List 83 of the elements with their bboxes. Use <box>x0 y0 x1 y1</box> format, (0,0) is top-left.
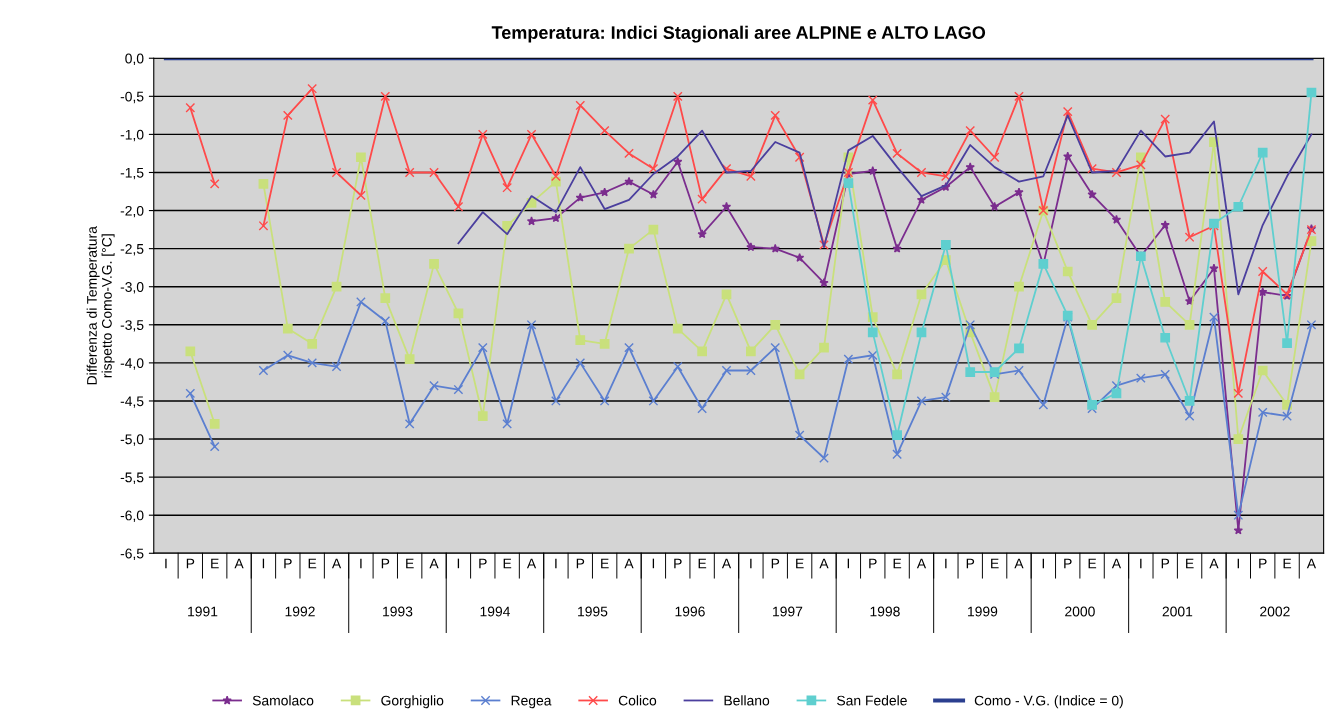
y-tick-label: -2,0 <box>120 205 144 218</box>
x-tick-label: I <box>847 558 850 569</box>
x-tick-label: E <box>1088 558 1097 569</box>
text: 1993 <box>383 606 413 617</box>
x-tick-label: E <box>1283 558 1292 569</box>
legend-label: Colico <box>618 695 657 706</box>
x-tick-label: A <box>624 558 634 569</box>
x-tick-label: I <box>652 558 655 569</box>
y-tick-label: -3,5 <box>120 320 144 332</box>
y-tick-label: -1,5 <box>120 167 144 180</box>
x-tick-label: E <box>211 558 219 569</box>
y-tick-label: -5,0 <box>120 434 144 446</box>
y-tick-label: -4,0 <box>120 358 144 370</box>
x-tick-label: P <box>869 558 877 569</box>
y-tick-label: -2,5 <box>120 243 144 256</box>
y-tick-label: -6,5 <box>120 548 144 561</box>
text: 1996 <box>675 606 705 617</box>
text: 2002 <box>1260 606 1290 617</box>
x-tick-label: I <box>1140 558 1142 569</box>
legend-label: Bellano <box>724 695 770 706</box>
legend-label: Regea <box>511 695 552 709</box>
x-tick-label: I <box>360 558 362 569</box>
text: 1999 <box>968 606 998 617</box>
x-tick-label: P <box>966 558 975 569</box>
text: 1995 <box>578 606 608 617</box>
x-tick-label: E <box>1186 558 1194 569</box>
x-tick-label: P <box>1161 558 1170 569</box>
x-tick-label: A <box>429 558 439 569</box>
y-tick-label: -4,5 <box>120 396 144 408</box>
x-tick-label: E <box>991 558 999 569</box>
x-tick-label: I <box>1237 558 1239 569</box>
x-tick-label: I <box>262 558 265 569</box>
x-tick-label: I <box>750 558 752 569</box>
y-axis-title: Differenza di Temperatura rispetto Como-V.G. [°C] <box>86 226 115 385</box>
x-tick-label: I <box>165 558 167 569</box>
x-tick-label: E <box>601 558 609 569</box>
x-tick-label: P <box>284 558 292 569</box>
y-tick-label: -6,0 <box>120 510 144 523</box>
x-tick-label: A <box>1306 558 1317 569</box>
x-tick-label: I <box>555 558 557 569</box>
chart-title: Temperatura: Indici Stagionali aree ALPINE e ALTO LAGO <box>491 25 986 43</box>
text: 1991 <box>188 606 218 617</box>
x-tick-label: I <box>945 558 947 569</box>
text: 1997 <box>773 606 803 617</box>
legend-label: Samolaco <box>252 695 314 706</box>
legend-label: Gorghiglio <box>381 695 444 709</box>
x-tick-label: P <box>771 558 780 569</box>
x-tick-label: A <box>721 558 732 569</box>
x-tick-label: P <box>674 558 682 569</box>
x-tick-label: A <box>1014 558 1024 569</box>
x-tick-label: P <box>1259 558 1267 569</box>
x-tick-label: E <box>698 558 707 569</box>
y-tick-label: 0,0 <box>125 53 144 66</box>
legend-label: Como - V.G. (Indice = 0) <box>974 695 1123 709</box>
x-tick-label: A <box>819 558 829 569</box>
x-tick-label: E <box>893 558 902 569</box>
x-tick-label: P <box>1064 558 1072 569</box>
text: 1994 <box>480 606 511 617</box>
x-tick-label: A <box>526 558 537 569</box>
y-tick-label: -1,0 <box>120 129 144 142</box>
y-tick-label: -0,5 <box>120 91 144 104</box>
x-tick-label: I <box>1042 558 1044 569</box>
y-tick-label: -3,0 <box>120 282 144 294</box>
x-tick-label: E <box>503 558 512 569</box>
text: 2000 <box>1065 606 1095 617</box>
x-tick-label: E <box>796 558 804 569</box>
x-tick-label: P <box>381 558 390 569</box>
x-tick-label: E <box>406 558 414 569</box>
x-tick-label: P <box>186 558 195 569</box>
x-tick-label: A <box>1111 558 1122 569</box>
legend-label: San Fedele <box>837 695 907 706</box>
x-tick-label: A <box>916 558 927 569</box>
x-tick-label: P <box>576 558 585 569</box>
text: 1992 <box>285 606 315 617</box>
text: 1998 <box>870 606 900 617</box>
x-tick-label: E <box>308 558 317 569</box>
x-tick-label: P <box>479 558 487 569</box>
x-tick-label: I <box>457 558 460 569</box>
x-tick-label: A <box>331 558 342 569</box>
text: 2001 <box>1162 606 1193 617</box>
y-tick-label: -5,5 <box>120 472 144 484</box>
x-tick-label: A <box>1209 558 1219 569</box>
x-tick-label: A <box>234 558 244 569</box>
